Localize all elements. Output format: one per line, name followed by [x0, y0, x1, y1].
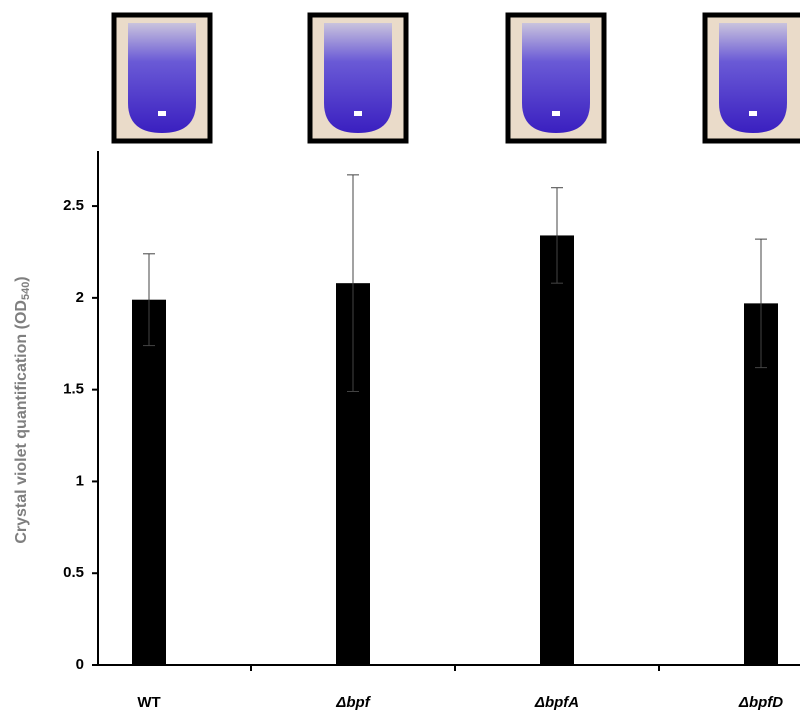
chart: Crystal violet quantification (OD540) 0 0…: [0, 0, 800, 717]
y-tick-label: 0: [76, 656, 84, 673]
y-tick-label: 2.5: [63, 197, 84, 214]
y-axis-title: Crystal violet quantification (OD540): [13, 276, 32, 543]
tube-image: [705, 15, 800, 141]
x-tick-label: ΔbpfA: [534, 694, 579, 711]
tube-image: [508, 15, 604, 141]
x-tick-label: ΔbpfD: [738, 694, 783, 711]
tube-images: [114, 15, 800, 141]
tube-image: [310, 15, 406, 141]
x-tick-label: Δbpf: [335, 694, 371, 711]
y-axis-title-subscript: 540: [20, 282, 32, 300]
x-tick-label: WT: [137, 694, 160, 711]
y-tick-label: 1: [76, 472, 84, 489]
y-axis-title-end: ): [13, 276, 30, 281]
y-tick-label: 1.5: [63, 381, 84, 398]
y-tick-label: 0.5: [63, 564, 84, 581]
y-tick-label: 2: [76, 289, 84, 306]
tube-image: [114, 15, 210, 141]
y-axis-title-main: Crystal violet quantification (OD: [13, 300, 30, 544]
bar: [540, 235, 574, 665]
bar: [132, 300, 166, 665]
